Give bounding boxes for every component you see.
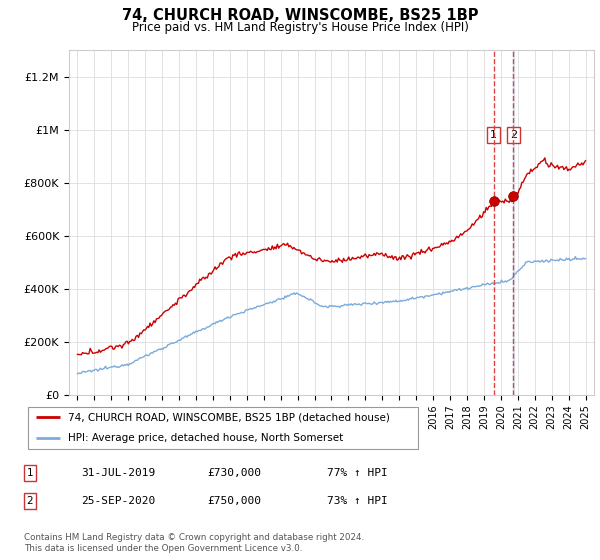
Text: 31-JUL-2019: 31-JUL-2019 xyxy=(81,468,155,478)
Text: 73% ↑ HPI: 73% ↑ HPI xyxy=(327,496,388,506)
Bar xyxy=(513,50,514,395)
Text: 2: 2 xyxy=(26,496,34,506)
Text: Price paid vs. HM Land Registry's House Price Index (HPI): Price paid vs. HM Land Registry's House … xyxy=(131,21,469,34)
Text: 25-SEP-2020: 25-SEP-2020 xyxy=(81,496,155,506)
Text: 2: 2 xyxy=(509,130,517,140)
Text: 1: 1 xyxy=(490,130,497,140)
Text: 1: 1 xyxy=(26,468,34,478)
Text: HPI: Average price, detached house, North Somerset: HPI: Average price, detached house, Nort… xyxy=(68,433,343,444)
Text: 77% ↑ HPI: 77% ↑ HPI xyxy=(327,468,388,478)
Text: £750,000: £750,000 xyxy=(207,496,261,506)
Text: 74, CHURCH ROAD, WINSCOMBE, BS25 1BP (detached house): 74, CHURCH ROAD, WINSCOMBE, BS25 1BP (de… xyxy=(68,412,390,422)
Text: Contains HM Land Registry data © Crown copyright and database right 2024.
This d: Contains HM Land Registry data © Crown c… xyxy=(24,533,364,553)
Text: £730,000: £730,000 xyxy=(207,468,261,478)
FancyBboxPatch shape xyxy=(28,407,418,449)
Text: 74, CHURCH ROAD, WINSCOMBE, BS25 1BP: 74, CHURCH ROAD, WINSCOMBE, BS25 1BP xyxy=(122,8,478,24)
